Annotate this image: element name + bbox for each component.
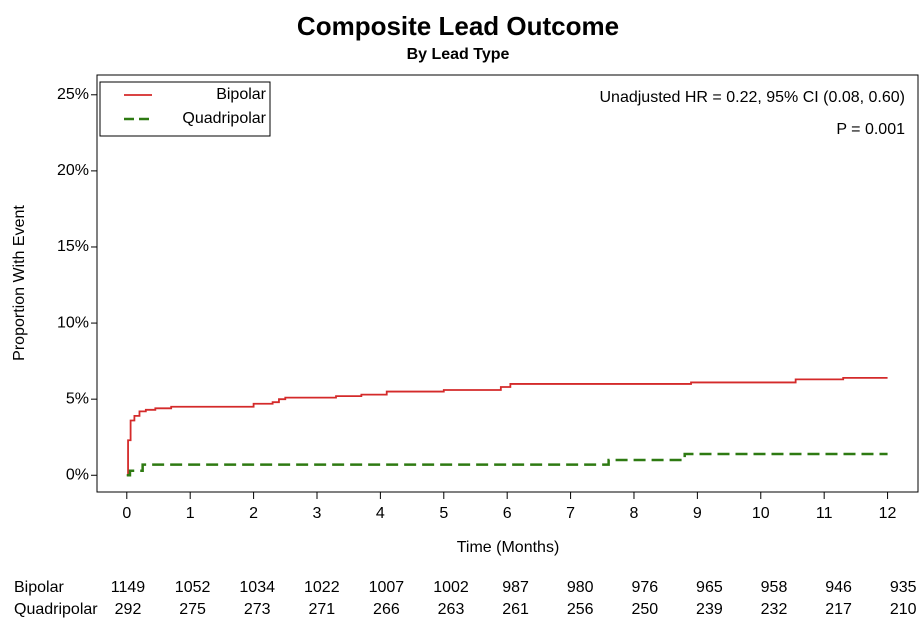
series-line: [126, 376, 888, 477]
y-axis-label: Proportion With Event: [11, 205, 28, 361]
y-tick-label: 5%: [66, 390, 89, 407]
risk-count: 256: [567, 601, 594, 618]
x-tick-label: 12: [879, 505, 897, 522]
legend-label: Bipolar: [216, 86, 266, 103]
risk-count: 263: [438, 601, 465, 618]
y-tick-label: 10%: [57, 314, 89, 331]
x-tick-label: 3: [313, 505, 322, 522]
x-tick-label: 5: [439, 505, 448, 522]
risk-count: 958: [761, 579, 788, 596]
risk-count: 239: [696, 601, 723, 618]
risk-count: 1034: [239, 579, 275, 596]
x-tick-label: 8: [630, 505, 639, 522]
risk-count: 273: [244, 601, 271, 618]
risk-count: 980: [567, 579, 594, 596]
x-tick-label: 9: [693, 505, 702, 522]
risk-count: 275: [179, 601, 206, 618]
x-tick-label: 1: [186, 505, 195, 522]
risk-count: 292: [115, 601, 142, 618]
x-tick-label: 4: [376, 505, 385, 522]
plot-frame: [96, 74, 919, 493]
x-tick-label: 7: [566, 505, 575, 522]
risk-count: 976: [631, 579, 658, 596]
risk-count: 1022: [304, 579, 340, 596]
y-tick-label: 0%: [66, 466, 89, 483]
risk-count: 965: [696, 579, 723, 596]
x-tick-label: 6: [503, 505, 512, 522]
risk-count: 210: [890, 601, 917, 618]
risk-count: 1002: [433, 579, 469, 596]
x-tick-label: 0: [122, 505, 131, 522]
risk-count: 987: [502, 579, 529, 596]
risk-count: 935: [890, 579, 917, 596]
risk-count: 1007: [369, 579, 405, 596]
risk-count: 946: [825, 579, 852, 596]
x-tick-label: 11: [816, 505, 833, 522]
x-tick-label: 10: [752, 505, 770, 522]
risk-count: 1149: [111, 579, 146, 596]
y-tick-label: 15%: [57, 238, 89, 255]
risk-count: 250: [631, 601, 658, 618]
risk-count: 232: [761, 601, 788, 618]
annotation: P = 0.001: [836, 121, 905, 138]
x-tick-label: 2: [249, 505, 258, 522]
risk-count: 271: [308, 601, 335, 618]
risk-row-label: Quadripolar: [14, 601, 98, 618]
risk-count: 1052: [175, 579, 211, 596]
risk-count: 217: [825, 601, 852, 618]
legend-box: [99, 81, 271, 137]
legend-label: Quadripolar: [182, 110, 266, 127]
y-tick-label: 20%: [57, 162, 89, 179]
annotation: Unadjusted HR = 0.22, 95% CI (0.08, 0.60…: [599, 89, 905, 106]
risk-count: 261: [502, 601, 529, 618]
series-line: [126, 452, 888, 477]
chart-title: Composite Lead Outcome: [297, 11, 619, 41]
risk-row-label: Bipolar: [14, 579, 64, 596]
chart-subtitle: By Lead Type: [407, 46, 510, 63]
y-tick-label: 25%: [57, 86, 89, 103]
x-axis-label: Time (Months): [457, 539, 560, 556]
risk-count: 266: [373, 601, 400, 618]
